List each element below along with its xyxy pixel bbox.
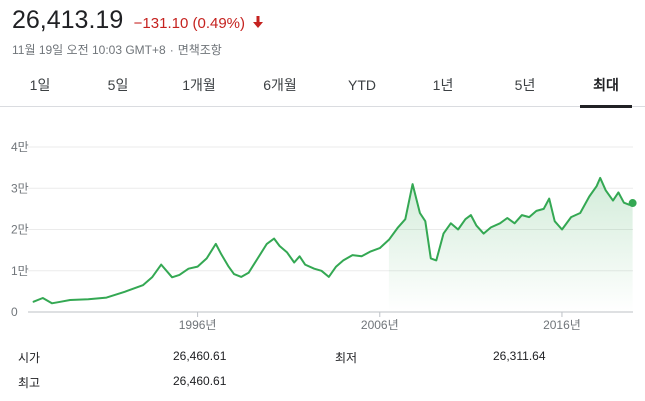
stat-high-value: 26,460.61 xyxy=(173,374,227,388)
stat-low-value: 26,311.64 xyxy=(493,349,546,363)
stat-open-label: 시가 xyxy=(18,351,41,365)
y-tick-label-1: 1만 xyxy=(11,264,29,278)
quote-header: 26,413.19 −131.10 (0.49%) xyxy=(12,6,264,36)
series-area xyxy=(388,177,633,312)
arrow-down-icon xyxy=(253,16,264,28)
price-change: −131.10 (0.49%) xyxy=(133,15,245,32)
quote-timestamp: 11월 19일 오전 10:03 GMT+8 xyxy=(12,43,166,57)
quote-meta: 11월 19일 오전 10:03 GMT+8 · 면책조항 xyxy=(12,41,222,58)
stat-low: 최저 26,311.64 xyxy=(335,349,635,365)
y-tick-label-3: 3만 xyxy=(11,181,29,195)
disclaimer-link[interactable]: 면책조항 xyxy=(177,43,222,57)
x-tick-label-1: 2006년 xyxy=(361,318,399,332)
stat-high-label: 최고 xyxy=(18,376,41,390)
tab-3[interactable]: 6개월 xyxy=(263,77,297,93)
active-tab-indicator xyxy=(580,105,632,108)
tab-6[interactable]: 5년 xyxy=(514,77,536,93)
y-tick-label-4: 4만 xyxy=(11,140,29,154)
stat-high: 최고 26,460.61 xyxy=(18,374,318,390)
tab-4[interactable]: YTD xyxy=(348,77,376,93)
stat-open: 시가 26,460.61 xyxy=(18,349,318,365)
tab-5[interactable]: 1년 xyxy=(432,77,454,93)
x-tick-label-0: 1996년 xyxy=(179,318,217,332)
tab-7[interactable]: 최대 xyxy=(580,68,632,108)
y-tick-label-0: 0 xyxy=(11,305,18,319)
tab-1[interactable]: 5일 xyxy=(107,77,129,93)
current-price: 26,413.19 xyxy=(12,6,124,34)
x-tick-label-2: 2016년 xyxy=(543,318,581,332)
y-tick-label-2: 2만 xyxy=(11,223,29,237)
tab-2[interactable]: 1개월 xyxy=(182,77,216,93)
stat-low-label: 최저 xyxy=(335,351,358,365)
meta-separator: · xyxy=(169,43,174,57)
price-chart[interactable]: 0 1만 2만 3만 4만 1996년 2006년 2016년 xyxy=(0,134,645,334)
series-line xyxy=(32,176,634,305)
range-tabs: 1일 5일 1개월 6개월 YTD 1년 5년 최대 xyxy=(0,68,645,108)
tab-0[interactable]: 1일 xyxy=(29,77,51,93)
last-point-marker xyxy=(628,199,637,208)
stat-open-value: 26,460.61 xyxy=(173,349,227,363)
